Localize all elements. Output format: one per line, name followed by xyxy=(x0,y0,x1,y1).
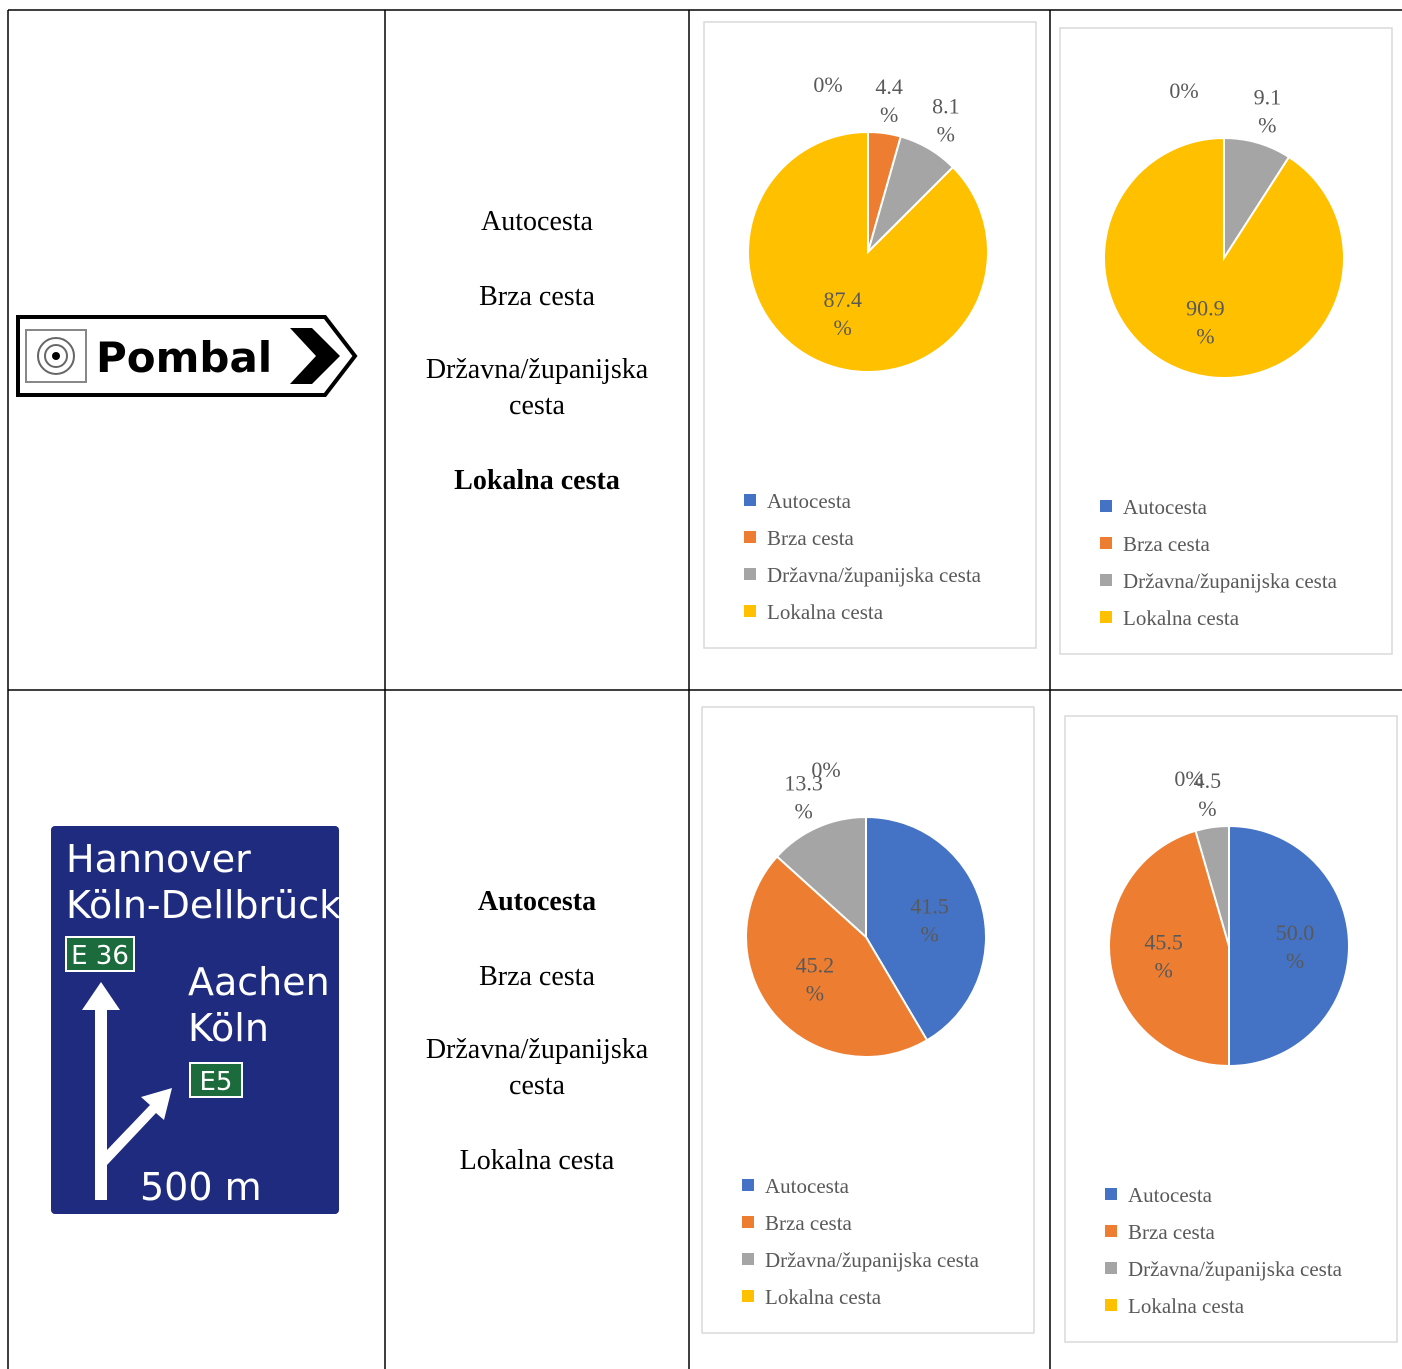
legend-label: Državna/županijska cesta xyxy=(765,1248,980,1272)
option-text: Lokalna cesta xyxy=(454,465,620,496)
legend-label: Brza cesta xyxy=(1128,1220,1216,1244)
option-text: Autocesta xyxy=(481,206,593,237)
pie-slice xyxy=(747,130,989,373)
chart-frame xyxy=(1064,715,1398,1343)
legend-label: Lokalna cesta xyxy=(767,600,884,624)
chart-frame xyxy=(1059,27,1393,655)
legend-swatch xyxy=(742,1290,754,1302)
legend-label: Brza cesta xyxy=(765,1211,853,1235)
data-label: 50.0% xyxy=(1276,920,1315,973)
data-label: 90.9% xyxy=(1186,295,1225,348)
option-text: Lokalna cesta xyxy=(459,1145,615,1176)
data-label: 0% xyxy=(811,757,840,782)
pie-chart: 50.0 % 45.5 % 4.5 %0% Autocesta Brza cesta Držav… xyxy=(1064,715,1398,1343)
data-label: 4.5% xyxy=(1194,768,1222,821)
option-text: Autocesta xyxy=(477,886,597,917)
data-label: 87.4% xyxy=(823,287,862,340)
data-label: 4.4% xyxy=(875,74,903,127)
pie-slice xyxy=(865,815,987,1042)
legend-label: Autocesta xyxy=(1123,495,1208,519)
pie-slice xyxy=(1102,136,1345,379)
legend-swatch xyxy=(1105,1299,1117,1311)
legend-swatch xyxy=(1100,611,1112,623)
sign-direction xyxy=(51,826,339,1214)
pie-chart: 0% 4.4% 8.1 % 87.4 % Autocesta Brza cesta Državn… xyxy=(703,21,1037,649)
data-label: 8.1% xyxy=(932,94,960,147)
sign-pombal: Pombal xyxy=(16,315,358,397)
legend-swatch xyxy=(1100,537,1112,549)
legend-swatch xyxy=(744,605,756,617)
data-label: 13.3% xyxy=(784,771,823,824)
pie-slice xyxy=(745,855,929,1058)
sign-text: Aachen xyxy=(188,960,330,1004)
pie-chart: 0% 9.1 % 90.9 % Autocesta Brza cesta Državna/žu… xyxy=(1059,27,1393,655)
legend-label: Autocesta xyxy=(1128,1183,1213,1207)
pie-chart: 41.5 % 45.2 % 13.3 %0% Autocesta Brza cesta Drža… xyxy=(701,706,1035,1334)
data-label: 0% xyxy=(1169,78,1198,103)
legend-swatch xyxy=(742,1253,754,1265)
legend-label: Brza cesta xyxy=(1123,532,1211,556)
data-label: 0% xyxy=(1174,766,1203,791)
legend-swatch xyxy=(1100,574,1112,586)
legend-label: Autocesta xyxy=(767,489,852,513)
legend-swatch xyxy=(744,494,756,506)
legend-swatch xyxy=(1105,1262,1117,1274)
option-text: Brza cesta xyxy=(479,961,595,992)
data-label: 45.2% xyxy=(796,953,835,1006)
option-text: Državna/županijska cesta xyxy=(425,1034,649,1101)
legend-swatch xyxy=(744,568,756,580)
table-grid xyxy=(7,9,1402,1369)
legend-label: Lokalna cesta xyxy=(1123,606,1240,630)
legend-label: Brza cesta xyxy=(767,526,855,550)
sign-text: Köln-Dellbrück xyxy=(66,883,341,927)
route-number: E5 xyxy=(200,1067,233,1097)
legend-label: Državna/županijska cesta xyxy=(1123,569,1338,593)
legend-swatch xyxy=(1105,1188,1117,1200)
sign-text: Hannover xyxy=(66,837,251,881)
legend-label: Autocesta xyxy=(765,1174,850,1198)
legend-swatch xyxy=(742,1216,754,1228)
option-text: Brza cesta xyxy=(479,281,595,312)
sign-text: Pombal xyxy=(96,333,272,382)
legend-swatch xyxy=(742,1179,754,1191)
pie-slice xyxy=(775,815,867,940)
data-label: 45.5% xyxy=(1144,929,1183,982)
pie-slice xyxy=(1108,829,1230,1068)
legend-label: Lokalna cesta xyxy=(765,1285,882,1309)
legend-label: Državna/županijska cesta xyxy=(767,563,982,587)
data-label: 0% xyxy=(813,72,842,97)
route-number: E 36 xyxy=(71,941,129,971)
legend-swatch xyxy=(1100,500,1112,512)
data-label: 41.5% xyxy=(910,894,949,947)
sign-text: 500 m xyxy=(140,1165,262,1209)
option-text: Državna/županijska cesta xyxy=(425,354,649,421)
sign-text: Köln xyxy=(188,1006,269,1050)
legend-swatch xyxy=(1105,1225,1117,1237)
legend-swatch xyxy=(744,531,756,543)
pie-slice xyxy=(1228,824,1350,1068)
legend-label: Lokalna cesta xyxy=(1128,1294,1245,1318)
data-label: 9.1% xyxy=(1254,85,1282,138)
legend-label: Državna/županijska cesta xyxy=(1128,1257,1343,1281)
